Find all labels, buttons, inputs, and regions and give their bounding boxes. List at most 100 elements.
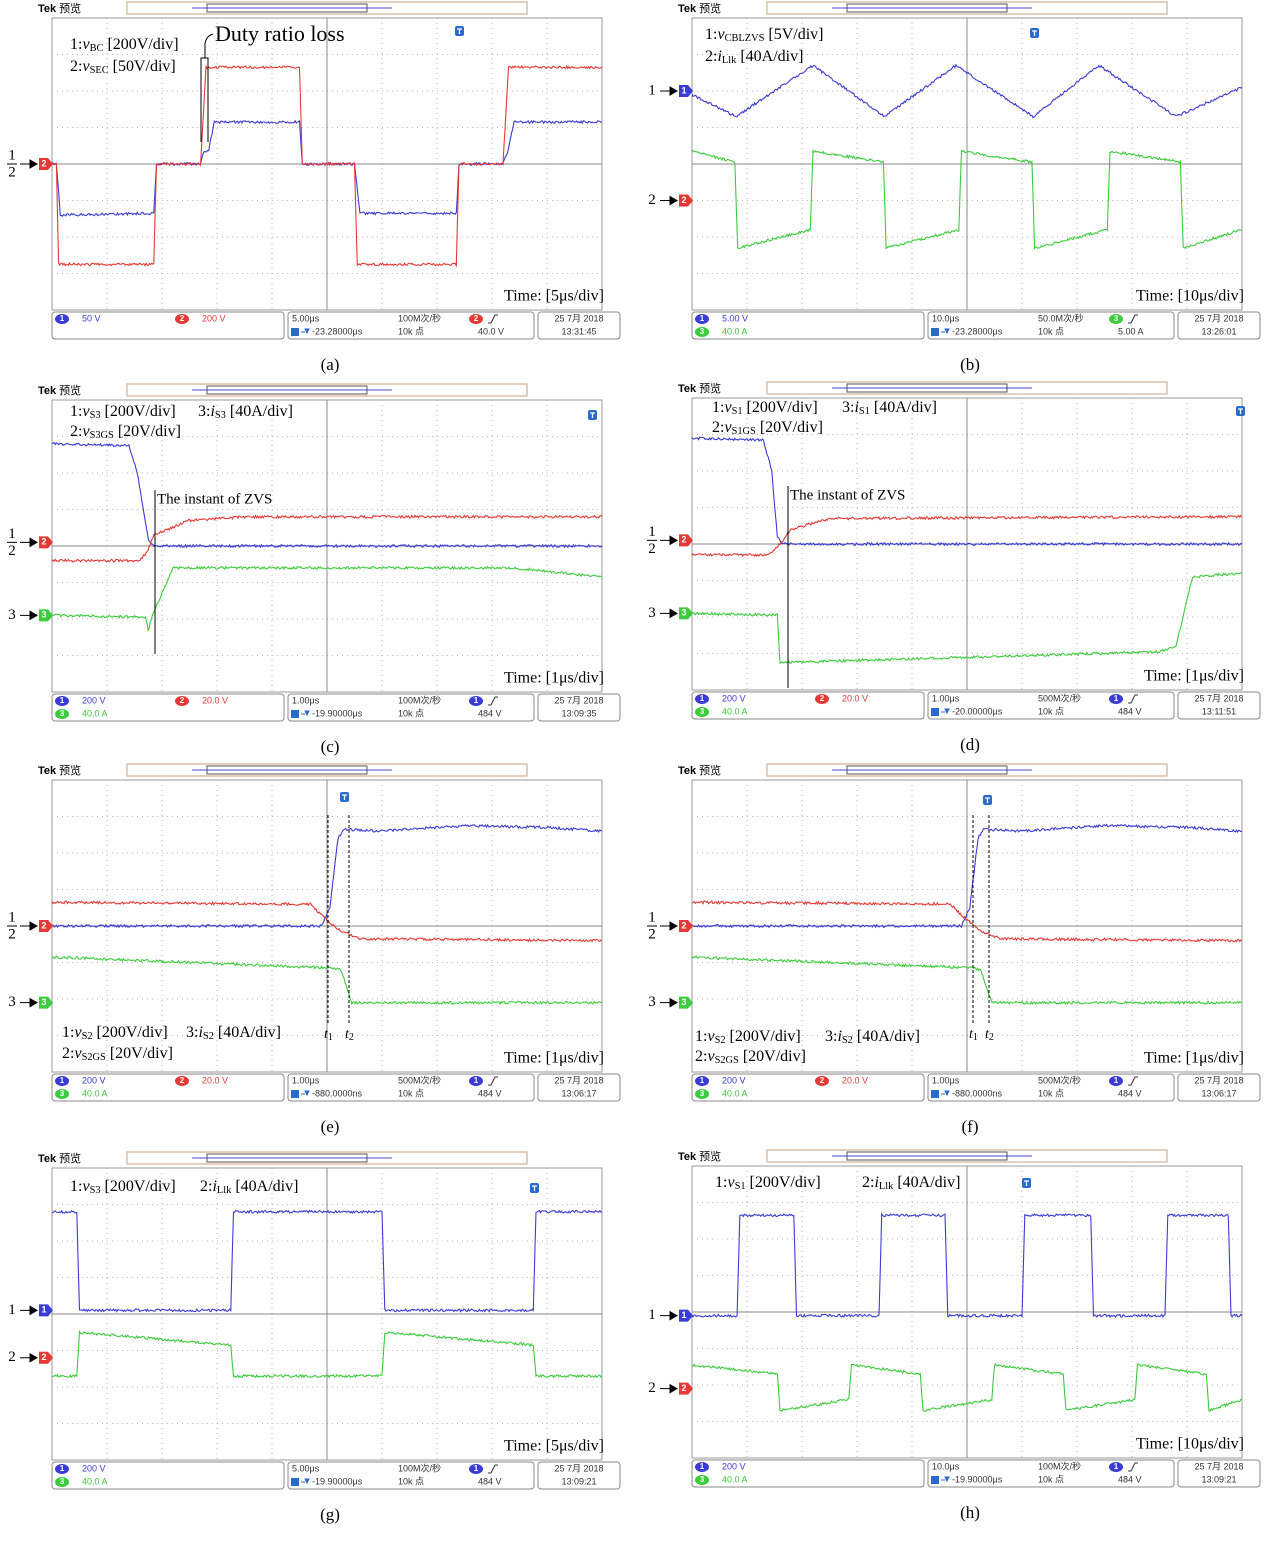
- sample-rate: 100M次/秒: [1038, 1460, 1081, 1471]
- trace-label: 3:iS2[40A/div]: [825, 1028, 920, 1047]
- annotation: Duty ratio loss: [215, 21, 345, 46]
- brand: Tek: [38, 3, 57, 15]
- clock: 13:06:17: [561, 1088, 596, 1098]
- marker-label: 2: [8, 1349, 16, 1365]
- channel-scale: 200 V: [722, 693, 746, 703]
- scale: [20V/div]: [118, 423, 181, 440]
- record-length: 10k 点: [398, 326, 424, 336]
- trace-label: 2:vS3GS[20V/div]: [70, 423, 181, 442]
- channel-number: 3:: [186, 1024, 198, 1041]
- subscript: S3: [215, 410, 226, 421]
- channel-number: 1:: [70, 403, 82, 420]
- subscript: Llk: [879, 1181, 894, 1192]
- timebase: 1.00μs: [292, 695, 320, 705]
- scope-panel: Tek预览122331:vS2[200V/div]3:iS2[40A/div]2…: [647, 763, 1260, 1136]
- marker-label: 2: [648, 192, 656, 208]
- channel-number: 2:: [70, 58, 82, 75]
- marker-label: 2: [8, 926, 16, 942]
- channel-number: 1:: [695, 1028, 707, 1045]
- marker-arrow: [660, 1385, 677, 1393]
- time-scale: Time: [1μs/div]: [1144, 1050, 1244, 1067]
- trigger-position-icon: [931, 1090, 939, 1098]
- scope-header: Tek预览: [38, 1, 81, 15]
- sample-rate: 50.0M次/秒: [1038, 312, 1084, 323]
- marker-label: 1: [648, 524, 656, 540]
- marker-arrow: [660, 87, 677, 95]
- scale: [200V/div]: [747, 399, 818, 416]
- marker-arrow: [660, 536, 677, 544]
- clock: 13:06:17: [1201, 1088, 1236, 1098]
- clock: 13:09:35: [561, 708, 596, 718]
- marker-label: 2: [8, 164, 16, 180]
- channel-badge-label: 2: [180, 696, 185, 705]
- channel-badge-label: 2: [180, 314, 185, 323]
- channel-badge-label: 3: [60, 1089, 65, 1098]
- channel-badge-label: 2: [180, 1076, 185, 1085]
- time-scale: Time: [5μs/div]: [504, 1438, 604, 1455]
- channel-badge-label: 1: [60, 1076, 65, 1085]
- mode: 预览: [699, 1149, 721, 1163]
- record-length: 10k 点: [1038, 1474, 1064, 1484]
- trigger-position-icon: [931, 1476, 939, 1484]
- trace-label: 3:iS2[40A/div]: [186, 1024, 281, 1043]
- trigger-position: -19.90000μs: [952, 1474, 1003, 1484]
- channel-tag-label: 2: [41, 920, 46, 930]
- marker-arrow: [20, 1354, 37, 1362]
- marker-arrow: [20, 1306, 37, 1314]
- trigger-position-icon: [931, 708, 939, 716]
- subscript: S3GS: [90, 430, 114, 441]
- timebase: 10.0μs: [932, 313, 960, 323]
- channel-scale: 40.0 A: [722, 326, 748, 336]
- channel-scale: 200 V: [82, 1075, 106, 1085]
- scope-panel: Tek预览11221:vS3[200V/div]2:iLlk[40A/div]T…: [8, 1151, 620, 1524]
- channel-number: 2:: [705, 48, 717, 65]
- channel-tag-label: 2: [41, 1352, 46, 1362]
- trigger-level: 484 V: [1118, 706, 1142, 716]
- channel-scale: 20.0 V: [202, 1075, 228, 1085]
- channel-tag-label: 1: [681, 1310, 686, 1320]
- channel-badge-label: 3: [700, 1475, 705, 1484]
- channel-number: 1:: [715, 1174, 727, 1191]
- scale: [200V/div]: [97, 1024, 168, 1041]
- trigger-source: 1: [474, 696, 479, 705]
- clock: 13:26:01: [1201, 326, 1236, 336]
- channel-scale: 40.0 A: [82, 1476, 108, 1486]
- channel-badge-label: 2: [820, 694, 825, 703]
- subscript: S3: [90, 1185, 101, 1196]
- trigger-level: 484 V: [478, 708, 502, 718]
- sample-rate: 100M次/秒: [398, 312, 441, 323]
- timebase: 1.00μs: [292, 1075, 320, 1085]
- trigger-level: 484 V: [478, 1476, 502, 1486]
- channel-number: 1:: [70, 36, 82, 53]
- timebase: 1.00μs: [932, 1075, 960, 1085]
- sample-rate: 100M次/秒: [398, 694, 441, 705]
- trace-label: 1:vS3[200V/div]: [70, 1178, 176, 1197]
- channel-scale: 40.0 A: [82, 708, 108, 718]
- mode: 预览: [59, 1, 81, 15]
- brand: Tek: [678, 1151, 697, 1163]
- subscript: S2GS: [715, 1055, 739, 1066]
- marker-label: 2: [648, 1380, 656, 1396]
- channel-scale: 40.0 A: [722, 1474, 748, 1484]
- date: 25 7月 2018: [554, 1463, 603, 1473]
- channel-scale: 200 V: [82, 695, 106, 705]
- scale: [200V/div]: [105, 1178, 176, 1195]
- channel-scale: 200 V: [202, 313, 226, 323]
- channel-number: 2:: [70, 423, 82, 440]
- timebase: 5.00μs: [292, 313, 320, 323]
- subscript: BC: [90, 43, 104, 54]
- channel-scale: 5.00 V: [722, 313, 748, 323]
- trace-label: 2:vSEC[50V/div]: [70, 58, 176, 77]
- time-scale: Time: [1μs/div]: [1144, 668, 1244, 685]
- subscript: CBLZVS: [725, 33, 765, 44]
- channel-badge-label: 1: [60, 314, 65, 323]
- scale: [40A/div]: [740, 48, 803, 65]
- subscript: S2: [203, 1031, 214, 1042]
- channel-tag-label: 2: [681, 920, 686, 930]
- mode: 预览: [699, 763, 721, 777]
- trigger-level: 40.0 V: [478, 326, 504, 336]
- channel-number: 1:: [712, 399, 724, 416]
